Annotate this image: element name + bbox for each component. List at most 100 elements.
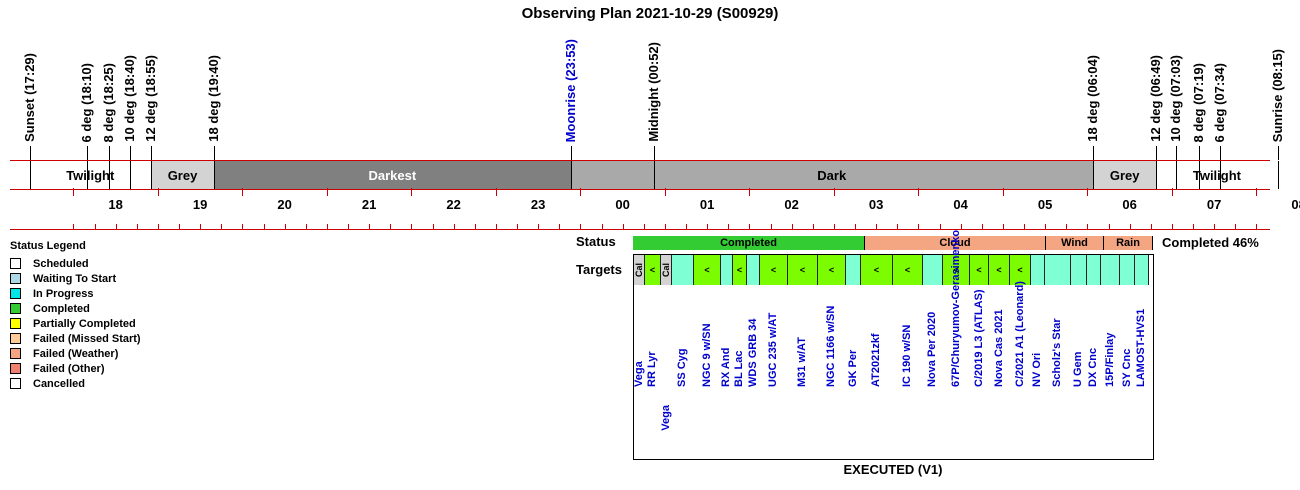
- event-label: Sunset (17:29): [21, 53, 37, 142]
- event-tick: [129, 146, 131, 160]
- quarter-hour-tick: [686, 224, 687, 230]
- target-block[interactable]: [923, 255, 943, 285]
- legend-swatch: [10, 333, 21, 344]
- quarter-hour-tick: [221, 224, 223, 230]
- quarter-hour-tick: [284, 224, 286, 230]
- target-mark: <: [649, 265, 656, 275]
- legend-label: Cancelled: [33, 377, 85, 390]
- hour-label: 19: [192, 197, 208, 212]
- legend-title: Status Legend: [10, 240, 86, 252]
- target-block[interactable]: [1045, 255, 1071, 285]
- event-divider: [129, 161, 131, 189]
- target-block[interactable]: [747, 255, 760, 285]
- target-block[interactable]: Cal: [661, 255, 672, 285]
- event-divider: [87, 161, 89, 189]
- quarter-hour-tick: [348, 224, 349, 230]
- target-name: BL Lac: [733, 350, 745, 387]
- target-block[interactable]: [1031, 255, 1045, 285]
- target-name: NGC 9 w/SN: [700, 323, 713, 387]
- target-block[interactable]: <: [1010, 255, 1031, 285]
- target-block[interactable]: <: [733, 255, 747, 285]
- target-block[interactable]: <: [989, 255, 1010, 285]
- quarter-hour-tick: [474, 224, 476, 230]
- event-divider: [150, 161, 152, 189]
- hour-tick: [833, 188, 835, 196]
- event-tick: [29, 146, 31, 160]
- quarter-hour-tick: [939, 224, 941, 230]
- quarter-hour-tick: [876, 224, 878, 230]
- quarter-hour-tick: [305, 224, 307, 230]
- event-label: Sunrise (08:15): [1269, 48, 1285, 142]
- target-mark: <: [1017, 265, 1023, 275]
- hour-label: 22: [446, 197, 461, 212]
- phase-segment-dark: Dark: [570, 161, 1093, 189]
- target-name: NV Ori: [1031, 352, 1043, 387]
- target-block[interactable]: [672, 255, 694, 285]
- event-label: 10 deg (18:40): [121, 55, 137, 142]
- target-block[interactable]: <: [861, 255, 893, 285]
- target-block[interactable]: <: [970, 255, 989, 285]
- legend-label: In Progress: [33, 287, 94, 300]
- quarter-hour-tick: [157, 224, 159, 230]
- quarter-hour-tick: [1024, 224, 1025, 230]
- target-block[interactable]: <: [943, 255, 970, 285]
- target-block[interactable]: <: [645, 255, 661, 285]
- hour-label: 05: [1037, 197, 1053, 212]
- target-block[interactable]: <: [818, 255, 846, 285]
- legend-label: Partially Completed: [33, 317, 136, 330]
- target-block[interactable]: [1120, 255, 1135, 285]
- quarter-hour-tick: [1129, 224, 1131, 230]
- status-segment-cloud: Cloud: [865, 236, 1046, 250]
- quarter-hour-tick: [1002, 224, 1004, 230]
- hour-tick: [411, 188, 413, 196]
- target-name: SY Cnc: [1120, 348, 1133, 387]
- legend-item: Failed (Missed Start): [10, 331, 141, 346]
- hour-tick: [918, 188, 920, 196]
- target-block[interactable]: <: [788, 255, 818, 285]
- hour-axis: 18 19 20 21 22 23 00 01 02 03 04 05 06 07 08: [10, 188, 1300, 230]
- target-block[interactable]: [721, 255, 733, 285]
- quarter-hour-tick: [833, 224, 835, 230]
- target-name: M31 w/AT: [796, 337, 808, 387]
- target-name: GK Per: [846, 349, 859, 387]
- quarter-hour-tick: [897, 224, 899, 230]
- hour-label: 20: [277, 197, 292, 212]
- hour-label: 23: [530, 197, 546, 212]
- status-segment-rain: Rain: [1104, 236, 1153, 250]
- target-block[interactable]: [1135, 255, 1149, 285]
- event-divider: [1156, 161, 1158, 189]
- legend-label: Failed (Weather): [33, 347, 119, 360]
- legend-swatch: [10, 303, 21, 314]
- legend-label: Waiting To Start: [33, 272, 117, 285]
- legend-label: Scheduled: [33, 257, 89, 270]
- target-block[interactable]: [846, 255, 861, 285]
- target-block[interactable]: <: [760, 255, 788, 285]
- legend-item: In Progress: [10, 286, 141, 301]
- target-block[interactable]: [1071, 255, 1087, 285]
- target-block[interactable]: <: [694, 255, 721, 285]
- target-block[interactable]: [1101, 255, 1120, 285]
- legend-label: Completed: [33, 302, 90, 315]
- targets-panel: Cal Vega < RR Lyr Cal Vega SS Cyg < NGC 9 w/SN RX…: [633, 229, 1154, 460]
- event-label: 10 deg (07:03): [1168, 55, 1184, 142]
- legend-swatch: [10, 273, 21, 284]
- target-block[interactable]: [1087, 255, 1101, 285]
- target-block[interactable]: Cal: [634, 255, 645, 285]
- quarter-hour-tick: [812, 224, 814, 230]
- target-block[interactable]: <: [893, 255, 923, 285]
- hour-label: 06: [1122, 197, 1137, 212]
- event-tick: [1093, 146, 1094, 160]
- legend-item: Scheduled: [10, 256, 141, 271]
- quarter-hour-tick: [643, 224, 645, 230]
- target-name: 67P/Churyumov-Gerasimenko: [949, 229, 962, 387]
- hour-tick: [326, 188, 328, 196]
- quarter-hour-tick: [622, 224, 624, 230]
- quarter-hour-tick: [453, 224, 455, 230]
- legend-item: Failed (Weather): [10, 346, 141, 361]
- event-label: 6 deg (07:34): [1211, 62, 1227, 142]
- quarter-hour-tick: [94, 224, 96, 230]
- quarter-hour-tick: [1087, 224, 1089, 230]
- legend-item: Waiting To Start: [10, 271, 141, 286]
- event-label: 8 deg (18:25): [100, 62, 116, 142]
- event-tick: [1219, 146, 1221, 160]
